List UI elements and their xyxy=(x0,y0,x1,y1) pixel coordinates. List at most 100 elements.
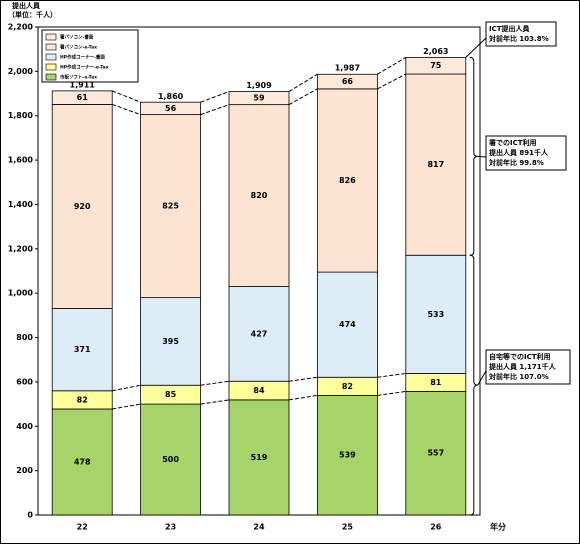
annotation-pointer xyxy=(465,37,487,58)
value-label: 557 xyxy=(427,449,444,458)
connector xyxy=(200,399,230,405)
value-label: 500 xyxy=(162,455,179,464)
bar-segment xyxy=(140,114,202,299)
legend-label: 署パソコン-e-Tax xyxy=(59,44,97,51)
y-tick-label: 600 xyxy=(16,377,33,386)
annotation-text: 対前年比 99.8% xyxy=(488,158,544,167)
y-tick-label: 0 xyxy=(27,511,33,520)
annotation-text: 対前年比 107.0% xyxy=(488,372,549,381)
bar-segment xyxy=(316,395,378,516)
value-label: 474 xyxy=(339,320,356,329)
x-tick-label: 24 xyxy=(253,523,265,532)
connector xyxy=(112,90,141,103)
bar-segment xyxy=(316,271,378,378)
annotation-box xyxy=(485,135,567,171)
bar-segment xyxy=(405,391,467,516)
y-tick-label: 400 xyxy=(16,422,33,431)
legend-label: 市販ソフト-e-Tax xyxy=(60,74,97,81)
connector xyxy=(288,88,318,106)
value-label: 85 xyxy=(165,390,177,399)
connector xyxy=(112,103,141,116)
total-label: 1,911 xyxy=(70,81,96,90)
legend-label: HP作成コーナー-e-Tax xyxy=(60,64,109,71)
y-axis-label: （単位：千人） xyxy=(8,10,57,19)
annotation-box xyxy=(485,21,557,47)
legend-label: HP作成コーナー-書面 xyxy=(60,54,105,61)
value-label: 825 xyxy=(162,202,179,211)
x-tick-label: 25 xyxy=(342,523,354,532)
value-label: 817 xyxy=(427,160,444,169)
value-label: 519 xyxy=(251,453,268,462)
legend xyxy=(41,29,139,83)
annotation-text: 対前年比 103.8% xyxy=(488,34,549,43)
value-label: 75 xyxy=(430,61,442,70)
bar-segment xyxy=(140,101,202,116)
x-axis-label: 年分 xyxy=(490,522,506,532)
value-label: 820 xyxy=(251,191,268,200)
annotation-pointer xyxy=(477,370,487,386)
bar-segment xyxy=(405,254,467,374)
value-label: 533 xyxy=(427,310,444,319)
bar-segment xyxy=(316,73,378,90)
value-label: 826 xyxy=(339,176,356,185)
total-label: 1,860 xyxy=(158,92,184,101)
value-label: 478 xyxy=(74,457,91,466)
annotation-text: ICT提出人員 xyxy=(489,24,531,33)
bar-segment xyxy=(228,399,290,516)
legend-label: 署パソコン-書面 xyxy=(59,34,94,41)
connector xyxy=(112,403,141,410)
annotation-text: 署でのICT利用 xyxy=(488,138,537,147)
connector xyxy=(200,380,230,386)
value-label: 920 xyxy=(74,202,91,211)
legend-swatch xyxy=(45,63,57,71)
connector xyxy=(200,91,230,103)
connector xyxy=(377,73,407,90)
y-tick-label: 1,400 xyxy=(8,200,34,209)
y-tick-label: 1,800 xyxy=(8,111,34,120)
annotation-pointer xyxy=(477,155,487,158)
bar-segment xyxy=(140,403,202,516)
y-tick-label: 1,200 xyxy=(8,244,34,253)
connector xyxy=(112,384,141,392)
legend-swatch xyxy=(45,53,57,61)
value-label: 81 xyxy=(430,378,442,387)
total-label: 1,909 xyxy=(246,81,272,90)
value-label: 82 xyxy=(342,382,353,391)
bar-segment xyxy=(51,104,113,309)
connector xyxy=(288,394,318,401)
bar-segment xyxy=(316,88,378,273)
annotation-text: 提出人員 1,171千人 xyxy=(488,362,557,371)
y-tick-label: 800 xyxy=(16,333,33,342)
legend-swatch xyxy=(45,43,57,51)
annotation-text: 提出人員 891千人 xyxy=(488,148,549,157)
connector xyxy=(288,73,318,92)
value-label: 66 xyxy=(342,77,354,86)
value-label: 371 xyxy=(74,345,91,354)
connector xyxy=(288,376,318,382)
value-label: 539 xyxy=(339,451,356,460)
legend-swatch xyxy=(45,73,57,81)
total-label: 2,063 xyxy=(423,47,448,56)
value-label: 61 xyxy=(77,93,89,102)
connector xyxy=(377,390,406,396)
x-tick-label: 23 xyxy=(165,523,176,532)
x-tick-label: 22 xyxy=(77,523,88,532)
bar-segment xyxy=(405,56,467,75)
bar-segment xyxy=(51,90,113,105)
y-tick-label: 1,600 xyxy=(8,156,34,165)
bar-segment xyxy=(228,91,290,106)
bar-segment xyxy=(228,286,290,382)
y-tick-label: 1,000 xyxy=(8,289,34,298)
bar-segment xyxy=(140,297,202,386)
y-tick-label: 2,200 xyxy=(8,23,34,32)
value-label: 395 xyxy=(162,337,179,346)
bar-segment xyxy=(51,408,113,516)
value-label: 59 xyxy=(253,94,265,103)
x-tick-label: 26 xyxy=(430,523,442,532)
annotation-text: 自宅等でのICT利用 xyxy=(489,352,551,361)
value-label: 56 xyxy=(165,104,177,113)
connector xyxy=(200,104,230,116)
bar-segment xyxy=(228,104,290,287)
total-label: 1,987 xyxy=(335,64,360,73)
